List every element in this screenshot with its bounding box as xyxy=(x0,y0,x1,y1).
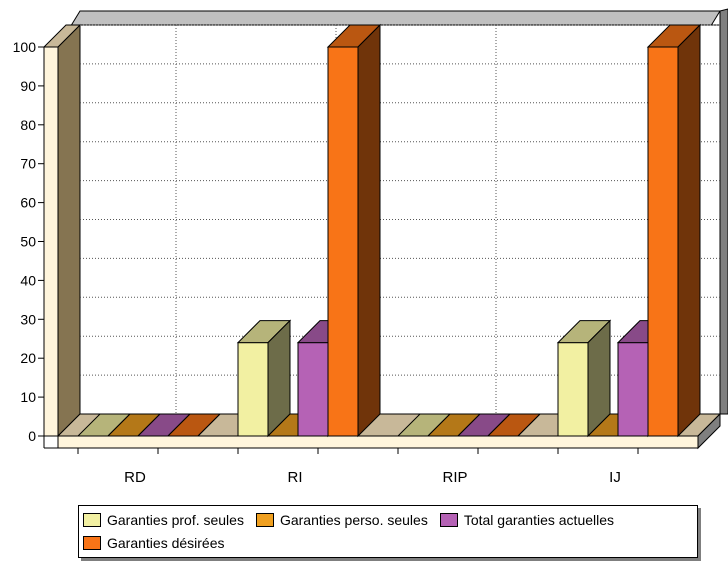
bar xyxy=(486,413,542,437)
legend-swatch xyxy=(83,513,101,527)
legend-swatch xyxy=(83,536,101,550)
x-axis: RD RI RIP IJ xyxy=(44,447,698,486)
legend-item: Total garanties actuelles xyxy=(439,509,615,531)
bar xyxy=(166,413,222,437)
x-tick-label: RI xyxy=(288,469,303,486)
bar-side xyxy=(357,23,381,438)
chart-legend: Garanties prof. seules Garanties perso. s… xyxy=(78,505,698,558)
bar-front xyxy=(557,342,589,437)
y-tick-label: 50 xyxy=(20,234,36,250)
legend-item: Garanties prof. seules xyxy=(83,509,244,531)
bar-front xyxy=(327,46,359,437)
legend-label: Garanties prof. seules xyxy=(107,512,244,528)
y-tick-label: 10 xyxy=(20,389,36,405)
bar-front xyxy=(237,342,269,437)
y-tick-label: 90 xyxy=(20,78,36,94)
x-tick-label: RIP xyxy=(442,469,467,486)
bar xyxy=(236,319,292,438)
chart-floor xyxy=(56,412,722,450)
left-wall xyxy=(57,23,81,438)
legend-swatch xyxy=(439,513,458,527)
x-tick-label: IJ xyxy=(609,469,621,486)
bar-front xyxy=(297,342,329,437)
back-wall xyxy=(79,24,721,415)
legend-item: Garanties perso. seules xyxy=(255,509,428,531)
bar-side xyxy=(677,23,701,438)
legend-swatch xyxy=(255,513,274,527)
x-tick-label: RD xyxy=(124,469,146,486)
bar-front xyxy=(647,46,679,437)
bar xyxy=(556,319,612,438)
bar xyxy=(326,23,382,438)
bar xyxy=(646,23,702,438)
y-tick-label: 100 xyxy=(13,39,37,55)
y-tick-label: 20 xyxy=(20,350,36,366)
y-tick-label: 60 xyxy=(20,195,36,211)
y-tick-label: 0 xyxy=(28,428,36,444)
y-tick-label: 80 xyxy=(20,117,36,133)
chart: 0 10 20 30 40 50 60 70 80 90 100 RD RI RIP IJ xyxy=(13,8,728,486)
legend-label: Garanties désirées xyxy=(107,535,225,551)
bar-side xyxy=(197,413,221,437)
bar-front xyxy=(617,342,649,437)
y-axis: 0 10 20 30 40 50 60 70 80 90 100 xyxy=(13,39,45,448)
legend-label: Garanties perso. seules xyxy=(279,512,428,528)
chart-walls xyxy=(42,8,728,438)
chart-bars xyxy=(76,23,702,438)
right-wall xyxy=(719,8,728,415)
y-tick-label: 40 xyxy=(20,272,36,288)
bar-side xyxy=(517,413,541,437)
legend-item: Garanties désirées xyxy=(83,532,225,554)
floor-side xyxy=(697,412,721,450)
y-tick-label: 30 xyxy=(20,311,36,327)
legend-label: Total garanties actuelles xyxy=(463,512,615,528)
left-wall-edge xyxy=(43,46,59,437)
floor-front xyxy=(57,435,699,449)
y-tick-label: 70 xyxy=(20,156,36,172)
